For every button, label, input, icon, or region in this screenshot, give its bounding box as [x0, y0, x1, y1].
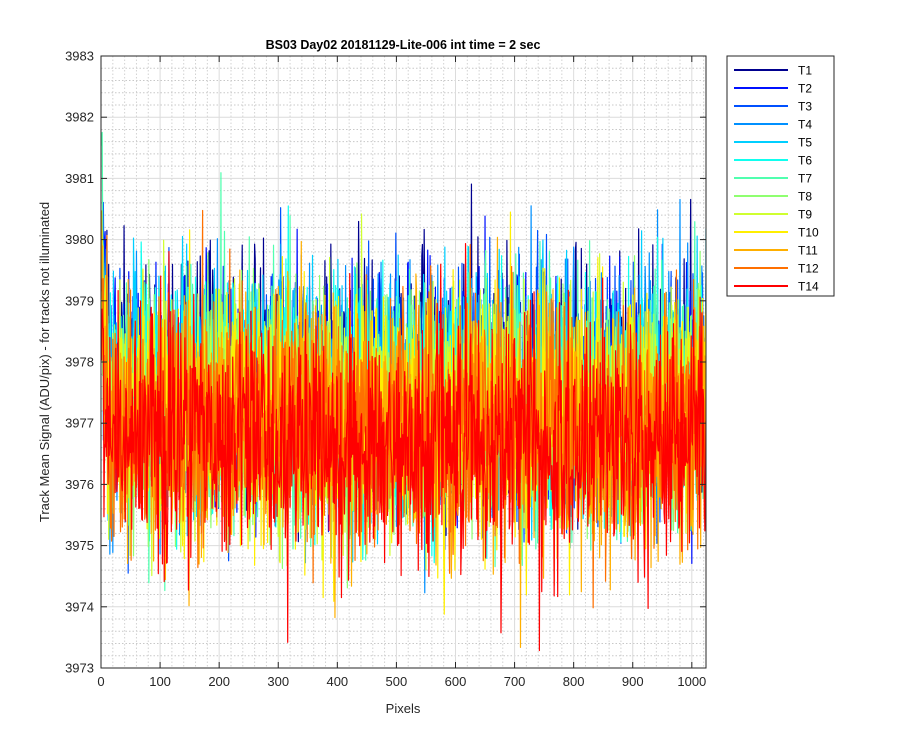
legend: T1 T2 T3 T4 T5 T6 T7 T8 T9 T10 T11 T12 T14: [726, 55, 835, 297]
legend-label-t6: T6: [798, 154, 812, 168]
x-tick-label: 500: [386, 674, 408, 689]
y-tick-label: 3973: [65, 661, 94, 676]
y-tick-label: 3974: [65, 599, 94, 614]
x-tick-label: 600: [445, 674, 467, 689]
legend-label-t9: T9: [798, 208, 812, 222]
legend-label-t14: T14: [798, 280, 819, 294]
y-tick-label: 3979: [65, 293, 94, 308]
x-tick-label: 900: [622, 674, 644, 689]
y-tick-label: 3981: [65, 171, 94, 186]
legend-label-t2: T2: [798, 82, 812, 96]
legend-label-t5: T5: [798, 136, 812, 150]
x-tick-label: 200: [208, 674, 230, 689]
y-tick-label: 3980: [65, 232, 94, 247]
x-tick-label: 400: [326, 674, 348, 689]
y-axis-label: Track Mean Signal (ADU/pix) - for tracks…: [37, 202, 52, 522]
chart-title: BS03 Day02 20181129-Lite-006 int time = …: [266, 38, 541, 52]
legend-label-t11: T11: [798, 244, 818, 258]
legend-box: [726, 55, 835, 297]
legend-label-t12: T12: [798, 262, 819, 276]
legend-label-t7: T7: [798, 172, 812, 186]
x-tick-label: 300: [267, 674, 289, 689]
y-tick-label: 3975: [65, 538, 94, 553]
series-line-t14: [101, 243, 706, 652]
legend-label-t3: T3: [798, 100, 812, 114]
x-tick-label: 700: [504, 674, 526, 689]
x-axis-label: Pixels: [386, 701, 421, 716]
y-tick-label: 3982: [65, 110, 94, 125]
legend-label-t8: T8: [798, 190, 812, 204]
x-axis: 0 100 200 300 400 500 600 700 800 900 1000: [97, 56, 706, 689]
x-tick-label: 1000: [677, 674, 706, 689]
x-tick-label: 0: [97, 674, 104, 689]
legend-label-t4: T4: [798, 118, 812, 132]
y-tick-label: 3976: [65, 477, 94, 492]
y-tick-label: 3977: [65, 416, 94, 431]
series-lines: [101, 131, 706, 652]
x-tick-label: 100: [149, 674, 171, 689]
y-axis: 3973 3974 3975 3976 3977 3978 3979 3980 3981 3982…: [65, 49, 706, 676]
legend-label-t1: T1: [798, 64, 812, 78]
y-tick-label: 3978: [65, 355, 94, 370]
legend-label-t10: T10: [798, 226, 819, 240]
y-tick-label: 3983: [65, 49, 94, 64]
x-tick-label: 800: [563, 674, 585, 689]
